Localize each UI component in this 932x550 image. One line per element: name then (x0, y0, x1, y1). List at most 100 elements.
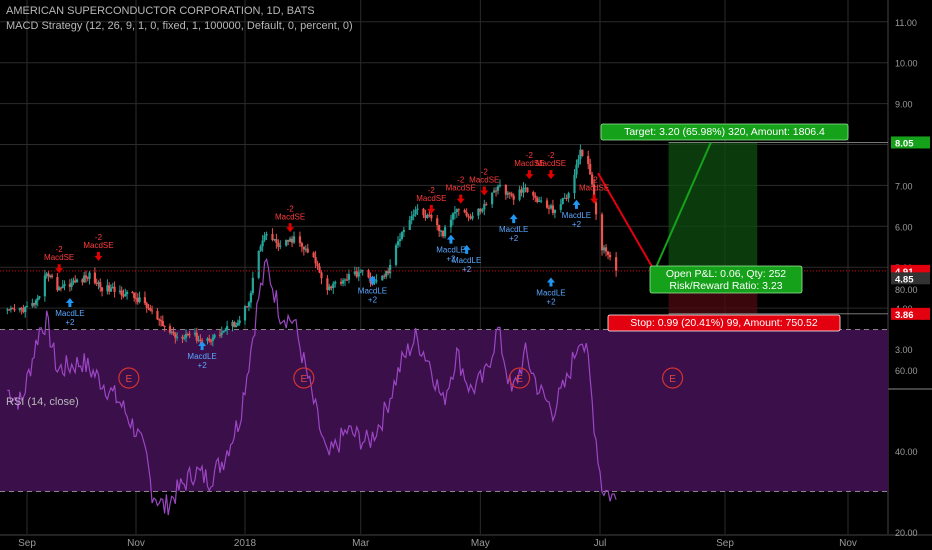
short-entry-label: MacdSE (514, 159, 544, 168)
candle-body (389, 264, 392, 274)
long-entry-qty: +2 (546, 298, 556, 307)
candle-body (332, 283, 335, 289)
candle-body (440, 230, 443, 232)
earnings-marker (661, 367, 684, 389)
open-pnl-label-text: Risk/Reward Ratio: 3.23 (669, 280, 782, 292)
price-marker-label: 4.85 (895, 274, 914, 285)
candle-body (353, 271, 356, 275)
short-entry-arrow (427, 204, 436, 214)
candle-body (143, 297, 147, 304)
candle-body (304, 248, 307, 250)
candle-body (602, 247, 606, 251)
candle-body (183, 337, 186, 339)
candle-body (100, 287, 104, 292)
earnings-marker (118, 367, 140, 389)
candle-body (47, 273, 50, 277)
candle-body (108, 285, 111, 292)
candle-body (396, 241, 400, 246)
candle-body (334, 281, 337, 284)
candle-body (410, 216, 413, 221)
candle-body (247, 302, 251, 307)
long-entry-arrow (462, 244, 471, 254)
stop-label-box (607, 314, 841, 332)
candle-body (261, 240, 264, 247)
candle-body (375, 280, 378, 282)
rsi-axis-tick: 60.00 (895, 366, 918, 376)
candle-body (222, 330, 225, 333)
open-pnl-label-box (649, 265, 803, 294)
candle-body (163, 326, 166, 328)
short-entry-label: MacdSE (83, 241, 113, 250)
candle-body (209, 340, 213, 342)
candle-body (438, 225, 441, 232)
open-pnl-label-text: Open P&L: 0.06, Qty: 252 (666, 268, 786, 280)
candle-body (290, 238, 294, 243)
earnings-marker-label: E (126, 374, 133, 385)
candle-body (345, 279, 349, 281)
candle-body (271, 233, 274, 240)
candle-body (575, 164, 578, 175)
candle-body (199, 339, 202, 341)
candle-body (287, 240, 290, 242)
candle-body (563, 197, 566, 199)
candle-body (50, 275, 54, 278)
candle-body (211, 337, 214, 341)
short-entry-arrow (286, 223, 295, 233)
price-axis-tick: 11.00 (895, 18, 917, 28)
time-axis-tick: Nov (839, 538, 857, 549)
candle-body (147, 307, 150, 309)
candle-body (218, 334, 222, 336)
candle-body (536, 197, 539, 202)
time-axis-tick: Mar (352, 538, 370, 549)
candle-body (161, 320, 164, 327)
candle-body (330, 286, 333, 289)
candle-body (314, 257, 317, 264)
short-entry-qty: -2 (526, 151, 534, 160)
candles (6, 144, 618, 347)
candle-body (74, 280, 77, 283)
long-entry-label: MacdLE (187, 352, 216, 361)
short-entry-qty: -2 (287, 204, 295, 213)
candle-body (22, 308, 25, 313)
candle-body (318, 266, 321, 273)
candle-body (581, 149, 584, 156)
time-axis-tick: 2018 (234, 538, 257, 549)
candle-body (430, 214, 433, 219)
candle-body (61, 285, 64, 288)
candle-body (11, 308, 14, 310)
candle-body (84, 275, 88, 278)
long-entry-arrow (198, 340, 207, 350)
short-entry-qty: -2 (56, 245, 64, 254)
candle-body (277, 242, 280, 247)
candle-body (471, 215, 474, 219)
candle-body (608, 254, 612, 258)
candle-body (285, 240, 288, 246)
candle-body (424, 215, 427, 218)
short-entry-arrow (55, 264, 64, 274)
candle-body (265, 233, 268, 236)
candle-body (328, 286, 331, 290)
candle-body (565, 197, 568, 199)
earnings-marker-label: E (301, 374, 308, 385)
candle-body (238, 320, 241, 324)
candle-body (106, 285, 109, 292)
candle-body (320, 272, 323, 279)
candle-body (494, 190, 498, 192)
candle-body (326, 278, 329, 290)
long-entry-label: MacdLE (436, 246, 465, 255)
candle-body (174, 333, 177, 338)
short-entry-arrow (456, 194, 465, 204)
short-entry-arrow (525, 170, 534, 180)
candle-body (193, 332, 197, 335)
short-entry-label: MacdSE (275, 212, 305, 221)
candle-body (197, 339, 200, 341)
long-entry-label: MacdLE (55, 309, 84, 318)
price-axis-tick: 6.00 (895, 222, 913, 232)
short-entry-label: MacdSE (446, 184, 476, 193)
candle-body (485, 204, 488, 206)
candle-body (275, 239, 278, 243)
candle-body (20, 307, 23, 309)
candle-body (150, 310, 154, 312)
rsi-band (0, 329, 888, 492)
